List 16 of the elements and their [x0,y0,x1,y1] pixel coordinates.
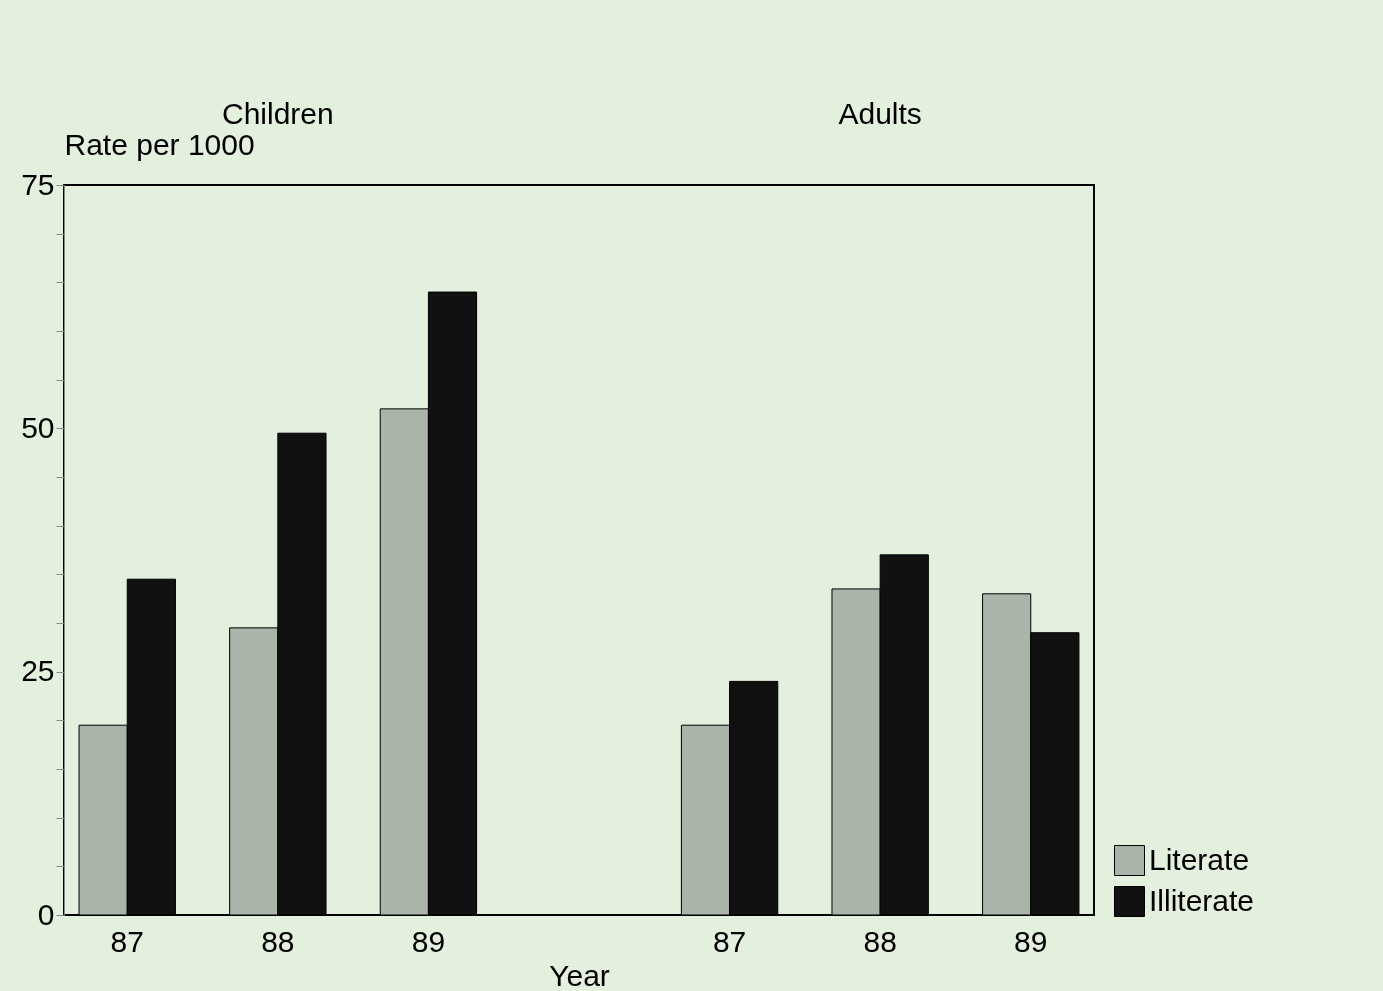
x-axis-title: Year [549,958,610,991]
text: Children [221,97,334,130]
x-tick-label: 88 [863,924,897,958]
y-tick-label: 25 [21,654,55,688]
y-tick-label: 75 [21,167,55,201]
x-tick-label: 89 [411,924,446,958]
x-tick-label: 88 [261,924,295,958]
x-tick-label: 87 [712,924,747,958]
x-tick-label: 87 [110,924,144,958]
legend-label: Literate [1149,842,1250,876]
text: Adults [838,97,922,130]
y-axis-title: Rate per 1000 [64,127,255,161]
legend-label: Illiterate [1149,883,1255,917]
y-tick-label: 0 [37,897,55,931]
x-tick-label: 89 [1014,924,1048,958]
y-tick-label: 50 [21,410,55,444]
